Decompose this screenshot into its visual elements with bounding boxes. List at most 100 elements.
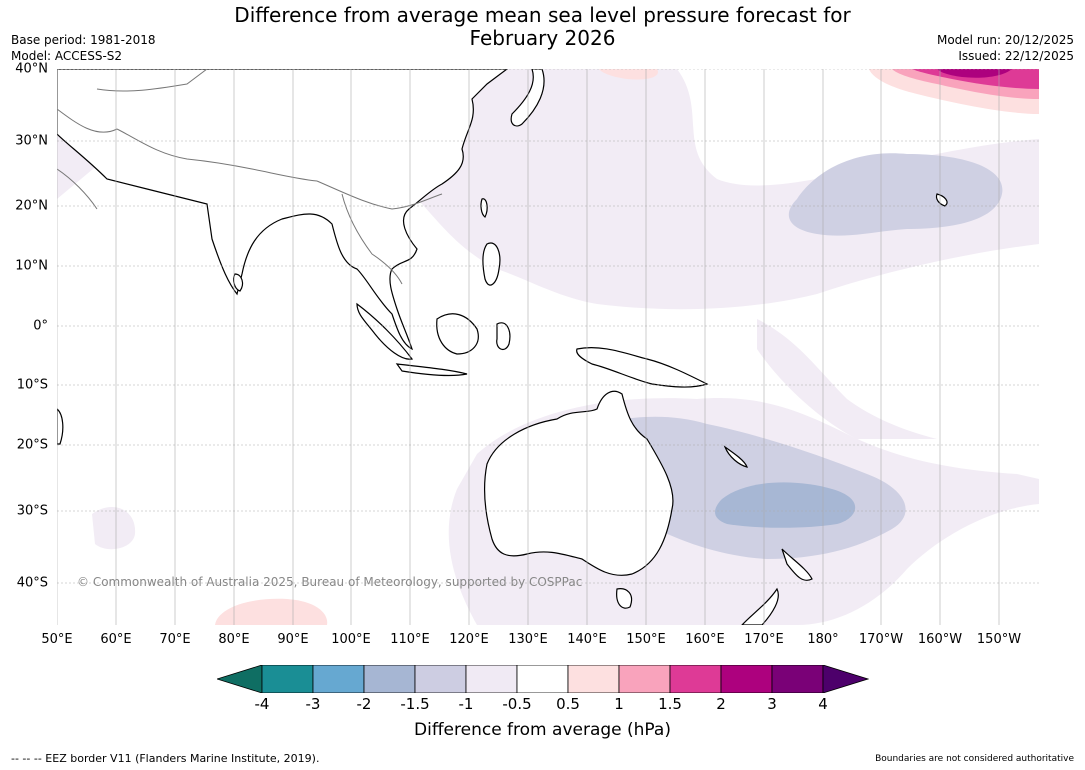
model-name: Model: ACCESS-S2 [11, 49, 123, 63]
colorbar-tick-label: 2 [716, 695, 726, 713]
coast-japan [510, 69, 545, 127]
lon-label: 170°E [744, 632, 784, 647]
anomaly-plus-2-northeast [937, 69, 1012, 78]
colorbar-tick-label: -2 [356, 695, 372, 713]
lat-label: 20°S [16, 437, 48, 453]
colorbar-extend-high [822, 665, 869, 693]
coast-taiwan [480, 198, 488, 218]
border-central-asia [96, 69, 208, 92]
coast-new-caledonia [723, 445, 748, 468]
colorbar-cell [567, 665, 620, 693]
coast-asia [57, 69, 508, 351]
pressure-map [57, 69, 1039, 625]
coast-sulawesi [496, 322, 511, 351]
colorbar-cell [261, 665, 314, 693]
lon-label: 120°E [449, 632, 489, 647]
lon-label: 90°E [277, 632, 309, 647]
lon-label: 170°W [858, 632, 904, 647]
coast-java [395, 363, 468, 377]
lat-label: 20°N [15, 198, 48, 214]
colorbar-cell [465, 665, 518, 693]
lat-label: 10°N [15, 258, 48, 274]
map-title: Difference from average mean sea level p… [0, 4, 1085, 50]
lon-label: 50°E [41, 632, 73, 647]
colorbar-cell [414, 665, 467, 693]
anomaly-minus-0-5-pacific-east [757, 319, 937, 439]
colorbar [217, 665, 869, 693]
coast-new-zealand-south [741, 587, 779, 625]
lon-label: 160°E [685, 632, 725, 647]
anomaly-minus-1-north-pacific [788, 153, 1003, 236]
colorbar-cells [217, 665, 869, 693]
colorbar-cell [363, 665, 416, 693]
lon-label: 70°E [159, 632, 191, 647]
lat-label: 30°N [15, 133, 48, 149]
colorbar-cell [720, 665, 773, 693]
anomaly-positive [215, 69, 1039, 625]
coast-philippines [482, 242, 501, 286]
colorbar-tick-label: -1.5 [400, 695, 430, 713]
border-india-north [116, 128, 318, 182]
colorbar-tick-label: 4 [818, 695, 828, 713]
lat-label: 0° [33, 318, 48, 334]
coast-sri-lanka [233, 273, 244, 292]
colorbar-extend-low [217, 665, 263, 693]
border-indochina [341, 193, 403, 285]
lon-label: 140°E [567, 632, 607, 647]
meta-right: Model run: 20/12/2025 Issued: 22/12/2025 [937, 32, 1074, 64]
anomaly-minus-0-5-southwest [92, 506, 136, 550]
lon-label: 150°E [626, 632, 666, 647]
issued-date: Issued: 22/12/2025 [958, 49, 1074, 63]
anomaly-plus-1-5-northeast [912, 69, 1039, 89]
lat-label: 40°N [15, 61, 48, 77]
lat-label: 10°S [16, 377, 48, 393]
eez-note: -- -- -- EEZ border V11 (Flanders Marine… [11, 752, 320, 765]
colorbar-tick-label: 1 [614, 695, 624, 713]
meridians [57, 69, 1000, 625]
colorbar-cell [669, 665, 722, 693]
colorbar-cell [771, 665, 824, 693]
coast-australia [483, 390, 674, 576]
coast-madagascar [57, 408, 64, 445]
coast-borneo [436, 313, 479, 355]
lon-label: 150°W [976, 632, 1022, 647]
coastlines [57, 69, 948, 625]
boundary-disclaimer: Boundaries are not considered authoritat… [875, 754, 1074, 764]
anomaly-plus-0-5-northwest [599, 69, 658, 80]
coast-tasmania [616, 588, 633, 609]
lon-label: 110°E [390, 632, 430, 647]
meta-left: Base period: 1981-2018 Model: ACCESS-S2 [11, 32, 156, 64]
copyright-notice: © Commonwealth of Australia 2025, Bureau… [77, 575, 583, 589]
colorbar-cell [312, 665, 365, 693]
lon-label: 80°E [218, 632, 250, 647]
model-run: Model run: 20/12/2025 [936, 33, 1074, 47]
colorbar-cell [618, 665, 671, 693]
title-line-2: February 2026 [469, 26, 616, 50]
lon-label: 60°E [100, 632, 132, 647]
country-borders [57, 69, 443, 285]
colorbar-tick-label: 1.5 [658, 695, 682, 713]
base-period: Base period: 1981-2018 [11, 33, 156, 47]
coast-sumatra [356, 302, 414, 360]
coast-new-guinea [576, 347, 709, 388]
title-line-1: Difference from average mean sea level p… [234, 3, 851, 27]
colorbar-tick-label: 3 [767, 695, 777, 713]
coast-new-zealand-north [781, 548, 813, 581]
colorbar-title: Difference from average (hPa) [414, 720, 671, 740]
lat-label: 30°S [16, 503, 48, 519]
colorbar-cell [516, 665, 569, 693]
lon-label: 180° [807, 632, 839, 647]
lon-label: 100°E [331, 632, 371, 647]
colorbar-tick-label: -1 [458, 695, 474, 713]
lon-label: 160°W [917, 632, 963, 647]
anomaly-plus-0-5-southwest [215, 598, 328, 625]
anomaly-minus-1-5-australia [715, 482, 856, 528]
colorbar-tick-label: -3 [305, 695, 321, 713]
colorbar-tick-label: -0.5 [502, 695, 532, 713]
colorbar-tick-label: -4 [254, 695, 270, 713]
lon-label: 130°E [508, 632, 548, 647]
lat-label: 40°S [16, 575, 48, 591]
border-middle-east [57, 168, 98, 210]
border-iran [57, 108, 118, 133]
border-china-south [316, 180, 443, 210]
